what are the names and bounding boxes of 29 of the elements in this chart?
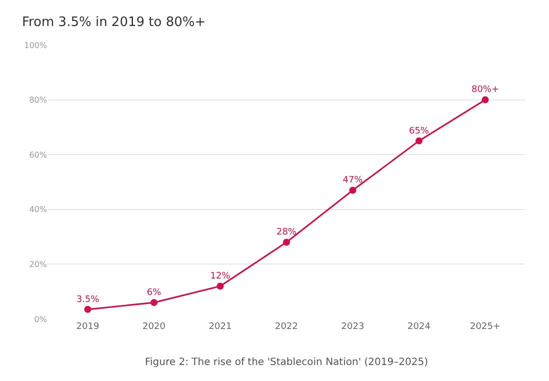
x-tick-label: 2024 [408, 322, 431, 332]
x-tick-label: 2022 [275, 322, 298, 332]
point [283, 238, 290, 246]
x-tick-label: 2019 [76, 322, 100, 332]
point [349, 186, 356, 194]
y-tick-label: 100% [24, 40, 48, 50]
x-tick-label: 2021 [208, 322, 232, 332]
y-tick-label: 0% [34, 314, 48, 324]
data-label: 80%+ [471, 85, 500, 96]
y-tick-label: 40% [29, 205, 48, 214]
point [482, 96, 489, 104]
point [216, 282, 224, 290]
point [84, 306, 92, 313]
x-tick-label: 2025+ [470, 322, 500, 332]
chart-title: From 3.5% in 2019 to 80%+ [22, 15, 206, 30]
x-tick-label: 2020 [142, 322, 166, 332]
y-tick-label: 60% [29, 150, 48, 160]
data-label: 12% [210, 271, 231, 282]
data-label: 47% [342, 176, 364, 186]
point [416, 137, 422, 144]
y-tick-label: 80% [29, 96, 48, 105]
data-label: 65% [408, 126, 430, 136]
x-tick-label: 2023 [341, 322, 364, 332]
data-label: 6% [146, 288, 162, 298]
data-label: 3.5% [76, 294, 100, 305]
data-label: 28% [276, 228, 297, 238]
caption: Figure 2: The rise of the 'Stablecoin Nation' (2019–2025) [145, 357, 428, 368]
point [150, 299, 158, 306]
y-tick-label: 20% [29, 260, 48, 269]
